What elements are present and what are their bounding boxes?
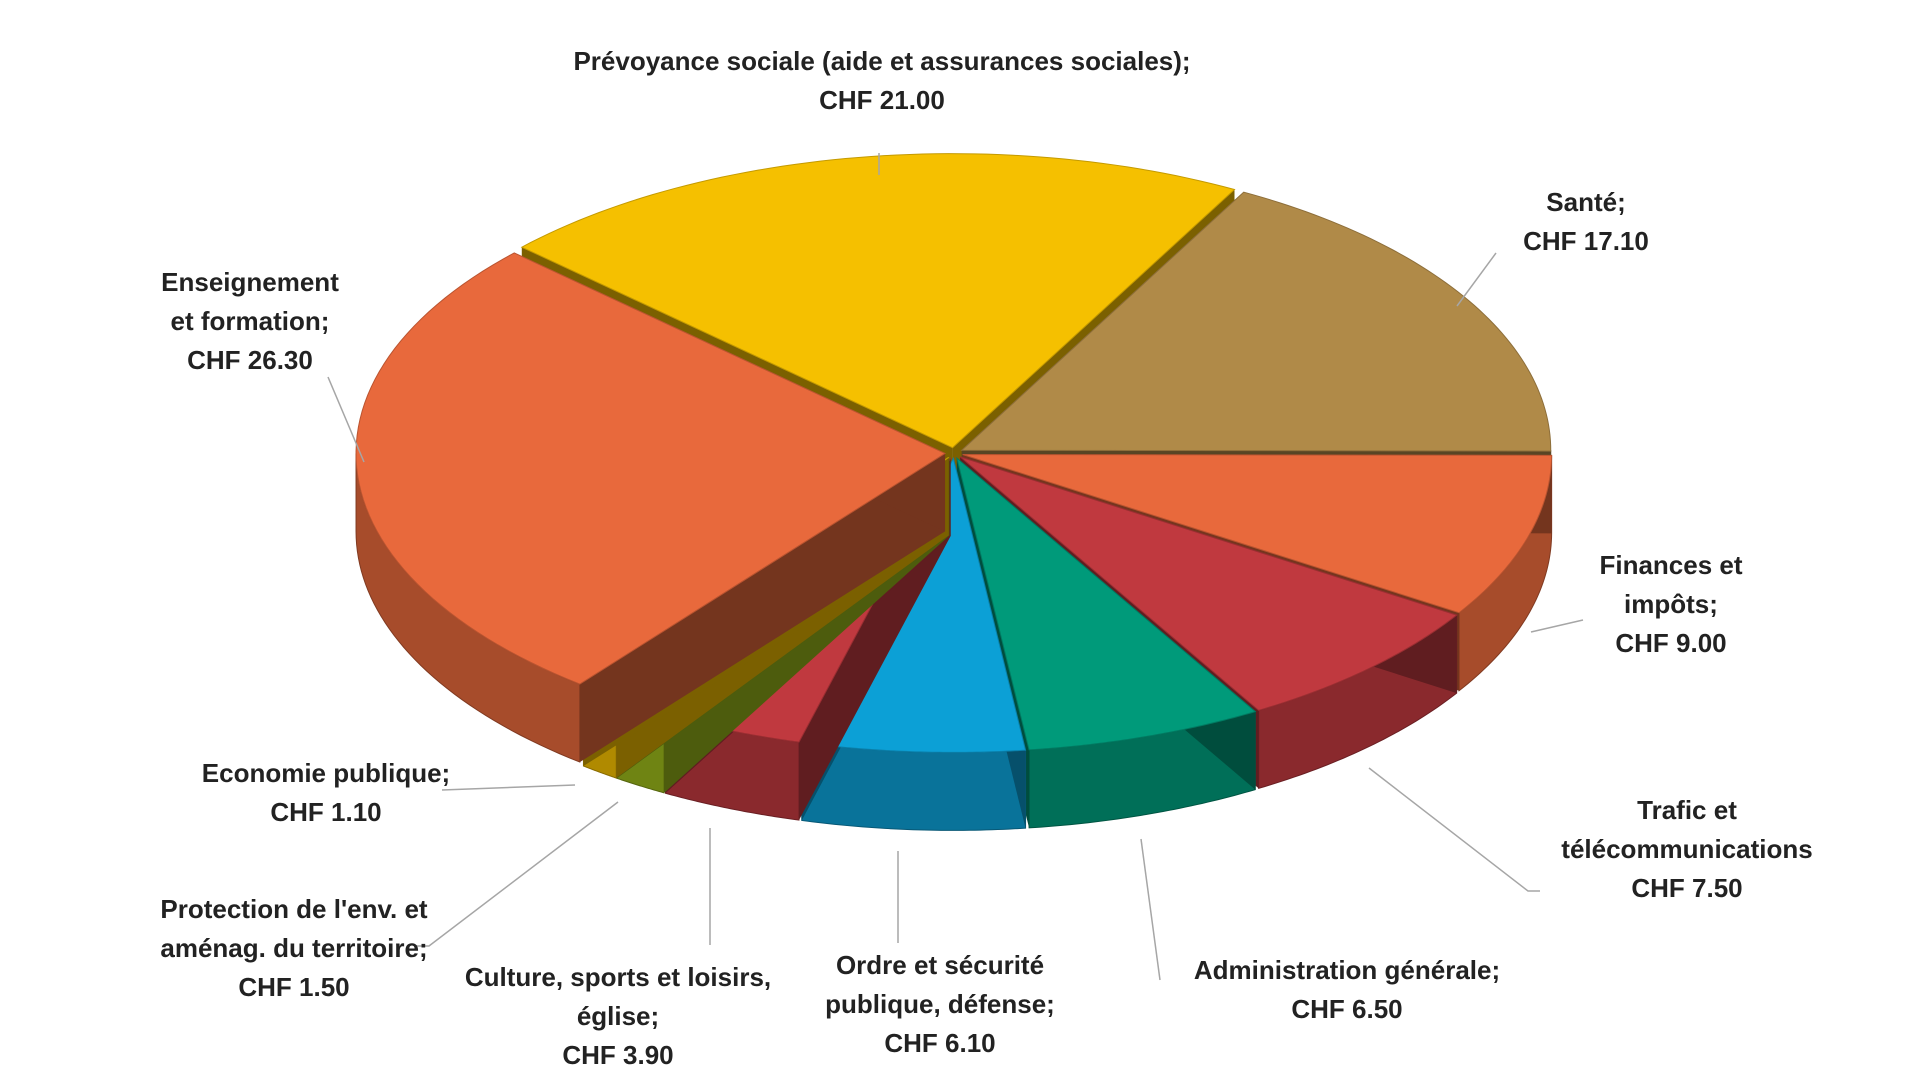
data-label: Trafic et télécommunications CHF 7.50 [1537,791,1837,908]
category-label: Economie publique; [201,758,451,788]
slice-top [960,191,1552,452]
category-label: Trafic et télécommunications [1561,795,1813,864]
leader-line [414,801,619,947]
value-label: CHF 17.10 [1523,226,1649,256]
leader-line [1368,767,1540,892]
leader-line [1530,619,1584,633]
data-label: Ordre et sécurité publique, défense; CHF … [808,946,1073,1063]
value-label: CHF 7.50 [1631,873,1743,903]
value-label: CHF 6.50 [1291,994,1403,1024]
data-label: Protection de l'env. et aménag. du terri… [149,890,439,1007]
slice-wall [579,453,946,763]
category-label: Culture, sports et loisirs, église; [464,962,772,1031]
slice [355,252,947,763]
slice-top [520,153,1236,449]
data-label: Culture, sports et loisirs, église; CHF 3… [446,958,791,1075]
data-label: Enseignement et formation; CHF 26.30 [148,263,353,380]
slice-top [959,456,1458,711]
category-label: Prévoyance sociale (aide et assurances s… [573,46,1191,76]
data-label: Prévoyance sociale (aide et assurances s… [532,42,1232,120]
value-label: CHF 21.00 [819,85,945,115]
data-label: Administration générale; CHF 6.50 [1162,951,1532,1029]
slice-top [355,252,947,685]
data-label: Santé; CHF 17.10 [1486,183,1686,261]
category-label: Administration générale; [1193,955,1501,985]
leader-line [1456,252,1497,307]
value-label: CHF 1.10 [270,797,382,827]
category-label: Protection de l'env. et aménag. du terri… [160,894,428,963]
leader-line [441,784,576,791]
leader-line [1140,838,1161,981]
slice [956,456,1257,829]
slice-top [962,454,1553,614]
category-label: Santé; [1546,187,1626,217]
value-label: CHF 6.10 [884,1028,996,1058]
value-label: CHF 9.00 [1615,628,1727,658]
value-label: CHF 3.90 [562,1040,674,1070]
data-label: Finances et impôts; CHF 9.00 [1584,546,1759,663]
slice-top [956,456,1257,751]
value-label: CHF 26.30 [187,345,313,375]
category-label: Ordre et sécurité publique, défense; [825,950,1055,1019]
data-label: Economie publique; CHF 1.10 [176,754,476,832]
value-label: CHF 1.50 [238,972,350,1002]
category-label: Finances et impôts; [1599,550,1743,619]
leader-line [327,376,365,463]
category-label: Enseignement et formation; [161,267,339,336]
